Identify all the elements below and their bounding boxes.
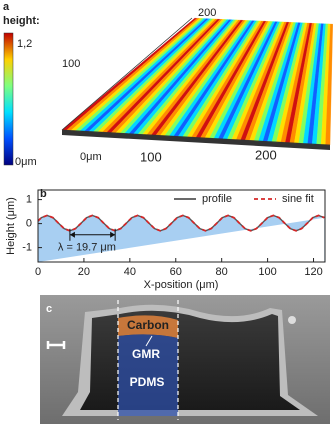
- y-tick-label: -1: [22, 242, 32, 254]
- annotation: λ = 19.7 μm: [58, 242, 116, 254]
- x-tick-label: 120: [304, 266, 322, 278]
- legend-label: sine fit: [282, 193, 314, 205]
- panel-label: c: [46, 303, 52, 315]
- y-axis-label: Height (μm): [5, 197, 17, 255]
- x-tick-label: 0: [35, 266, 41, 278]
- line-series: [37, 214, 325, 232]
- surface-side: [62, 130, 330, 150]
- colorbar-min: 0μm: [15, 156, 37, 168]
- y-tick-label: 0: [26, 218, 32, 230]
- x-tick-label: 200: [255, 147, 277, 162]
- x-tick-label: 100: [258, 266, 276, 278]
- colorbar-title: height:: [3, 15, 40, 27]
- x-tick-label: 0μm: [80, 151, 102, 163]
- x-tick-label: 100: [140, 149, 162, 164]
- layer-label: PDMS: [130, 375, 165, 389]
- axis-line: [61, 129, 331, 146]
- y-tick-label: 1: [26, 194, 32, 206]
- panel-c: c Carbon GMR PDMS: [40, 295, 330, 424]
- area-fill: [38, 215, 325, 262]
- x-tick-label: 20: [78, 266, 90, 278]
- y-tick-label: 200: [198, 7, 216, 19]
- trench: [80, 310, 300, 410]
- arrow: [145, 335, 153, 347]
- x-tick-label: 60: [170, 266, 182, 278]
- x-tick-label: 40: [124, 266, 136, 278]
- particle: [288, 316, 296, 324]
- scale-bar: [46, 341, 66, 349]
- layer-label: GMR: [132, 347, 160, 361]
- x-tick-label: 80: [216, 266, 228, 278]
- y-tick-label: 100: [62, 58, 80, 70]
- axis-line: [61, 17, 193, 131]
- panel-label: a: [3, 1, 10, 13]
- colorbar-max: 1,2: [17, 38, 32, 50]
- pdms-layer: [118, 334, 178, 416]
- surface-3d: [61, 17, 333, 150]
- x-axis-label: X-position (μm): [144, 279, 219, 291]
- arrow-head: [69, 231, 116, 238]
- panel-label: b: [40, 188, 47, 200]
- carbon-layer: [118, 315, 178, 338]
- plot-frame: [37, 189, 326, 263]
- colorbar: [3, 32, 14, 166]
- panel-a: a height: 1,2 0μm 200 100 0μm 100 200: [3, 1, 333, 168]
- layer-label: Carbon: [127, 318, 169, 332]
- legend-label: profile: [202, 193, 232, 205]
